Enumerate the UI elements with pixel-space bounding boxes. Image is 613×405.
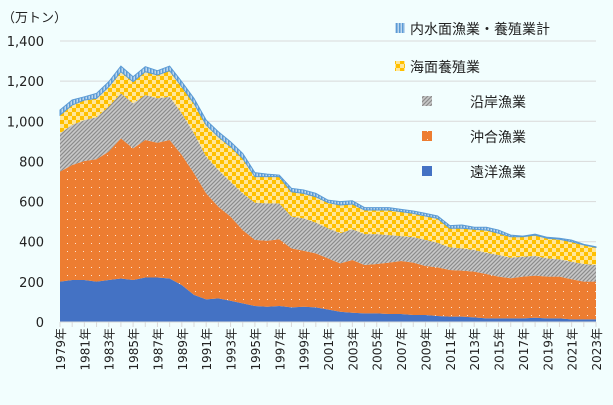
x-tick-label: 2003年 — [346, 328, 360, 371]
x-tick-label: 1991年 — [200, 328, 214, 371]
x-tick-label: 2023年 — [590, 328, 604, 371]
area-vertical-series — [59, 65, 597, 248]
area-solid-series — [60, 277, 596, 322]
y-tick-label: 1,200 — [7, 75, 44, 90]
area-dots-series — [60, 138, 596, 320]
legend-swatch — [395, 23, 405, 33]
x-tick-label: 2011年 — [444, 328, 458, 371]
x-tick-label: 1995年 — [249, 328, 263, 371]
x-tick-label: 2019年 — [541, 328, 555, 371]
legend-swatch — [395, 61, 405, 71]
legend-label: 内水面漁業・養殖業計 — [410, 21, 550, 38]
x-tick-label: 1983年 — [103, 328, 117, 371]
x-tick-label: 1993年 — [225, 328, 239, 371]
legend-swatch — [422, 166, 432, 176]
y-tick-label: 400 — [19, 236, 44, 251]
x-tick-label: 1979年 — [54, 328, 68, 371]
x-tick-label: 1989年 — [176, 328, 190, 371]
x-tick-label: 2015年 — [493, 328, 507, 371]
x-tick-label: 2017年 — [517, 328, 531, 371]
x-tick-label: 1997年 — [273, 328, 287, 371]
x-tick-label: 1999年 — [298, 328, 312, 371]
legend-label: 沖合漁業 — [470, 130, 526, 146]
y-tick-label: 600 — [19, 196, 44, 211]
y-axis-label: （万トン） — [2, 11, 67, 26]
x-tick-label: 2005年 — [371, 328, 385, 371]
x-tick-label: 2009年 — [419, 328, 433, 371]
area-checker-series — [60, 70, 596, 265]
legend-label: 海面養殖業 — [410, 59, 480, 76]
legend-label: 沿岸漁業 — [470, 95, 526, 111]
legend-swatch — [422, 96, 432, 106]
area-diagonal-series — [60, 93, 596, 282]
y-tick-label: 200 — [19, 276, 44, 291]
x-tick-label: 2007年 — [395, 328, 409, 371]
x-tick-label: 1985年 — [127, 328, 141, 371]
legend-label: 遠洋漁業 — [470, 165, 526, 181]
x-tick-label: 2013年 — [468, 328, 482, 371]
y-tick-label: 1,400 — [7, 35, 44, 50]
legend-swatch — [422, 131, 432, 141]
x-tick-label: 2021年 — [566, 328, 580, 371]
x-tick-label: 1987年 — [151, 328, 165, 371]
y-tick-label: 0 — [36, 316, 44, 331]
y-tick-label: 800 — [19, 155, 44, 170]
x-tick-label: 2001年 — [322, 328, 336, 371]
y-tick-label: 1,000 — [7, 115, 44, 130]
x-tick-label: 1981年 — [78, 328, 92, 371]
